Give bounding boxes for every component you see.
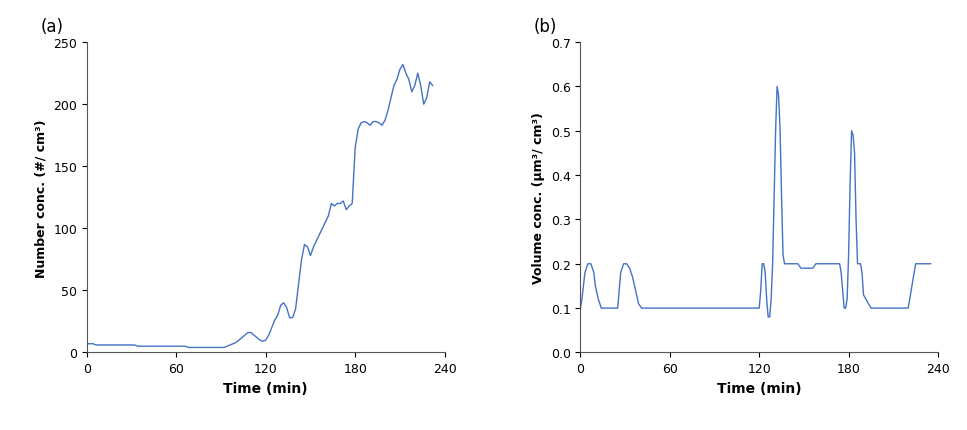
Y-axis label: Volume conc. (μm³/ cm³): Volume conc. (μm³/ cm³) xyxy=(532,112,545,283)
X-axis label: Time (min): Time (min) xyxy=(717,381,802,395)
Text: (b): (b) xyxy=(534,18,557,36)
Y-axis label: Number conc. (#/ cm³): Number conc. (#/ cm³) xyxy=(35,119,48,277)
X-axis label: Time (min): Time (min) xyxy=(223,381,308,395)
Text: (a): (a) xyxy=(41,18,64,36)
